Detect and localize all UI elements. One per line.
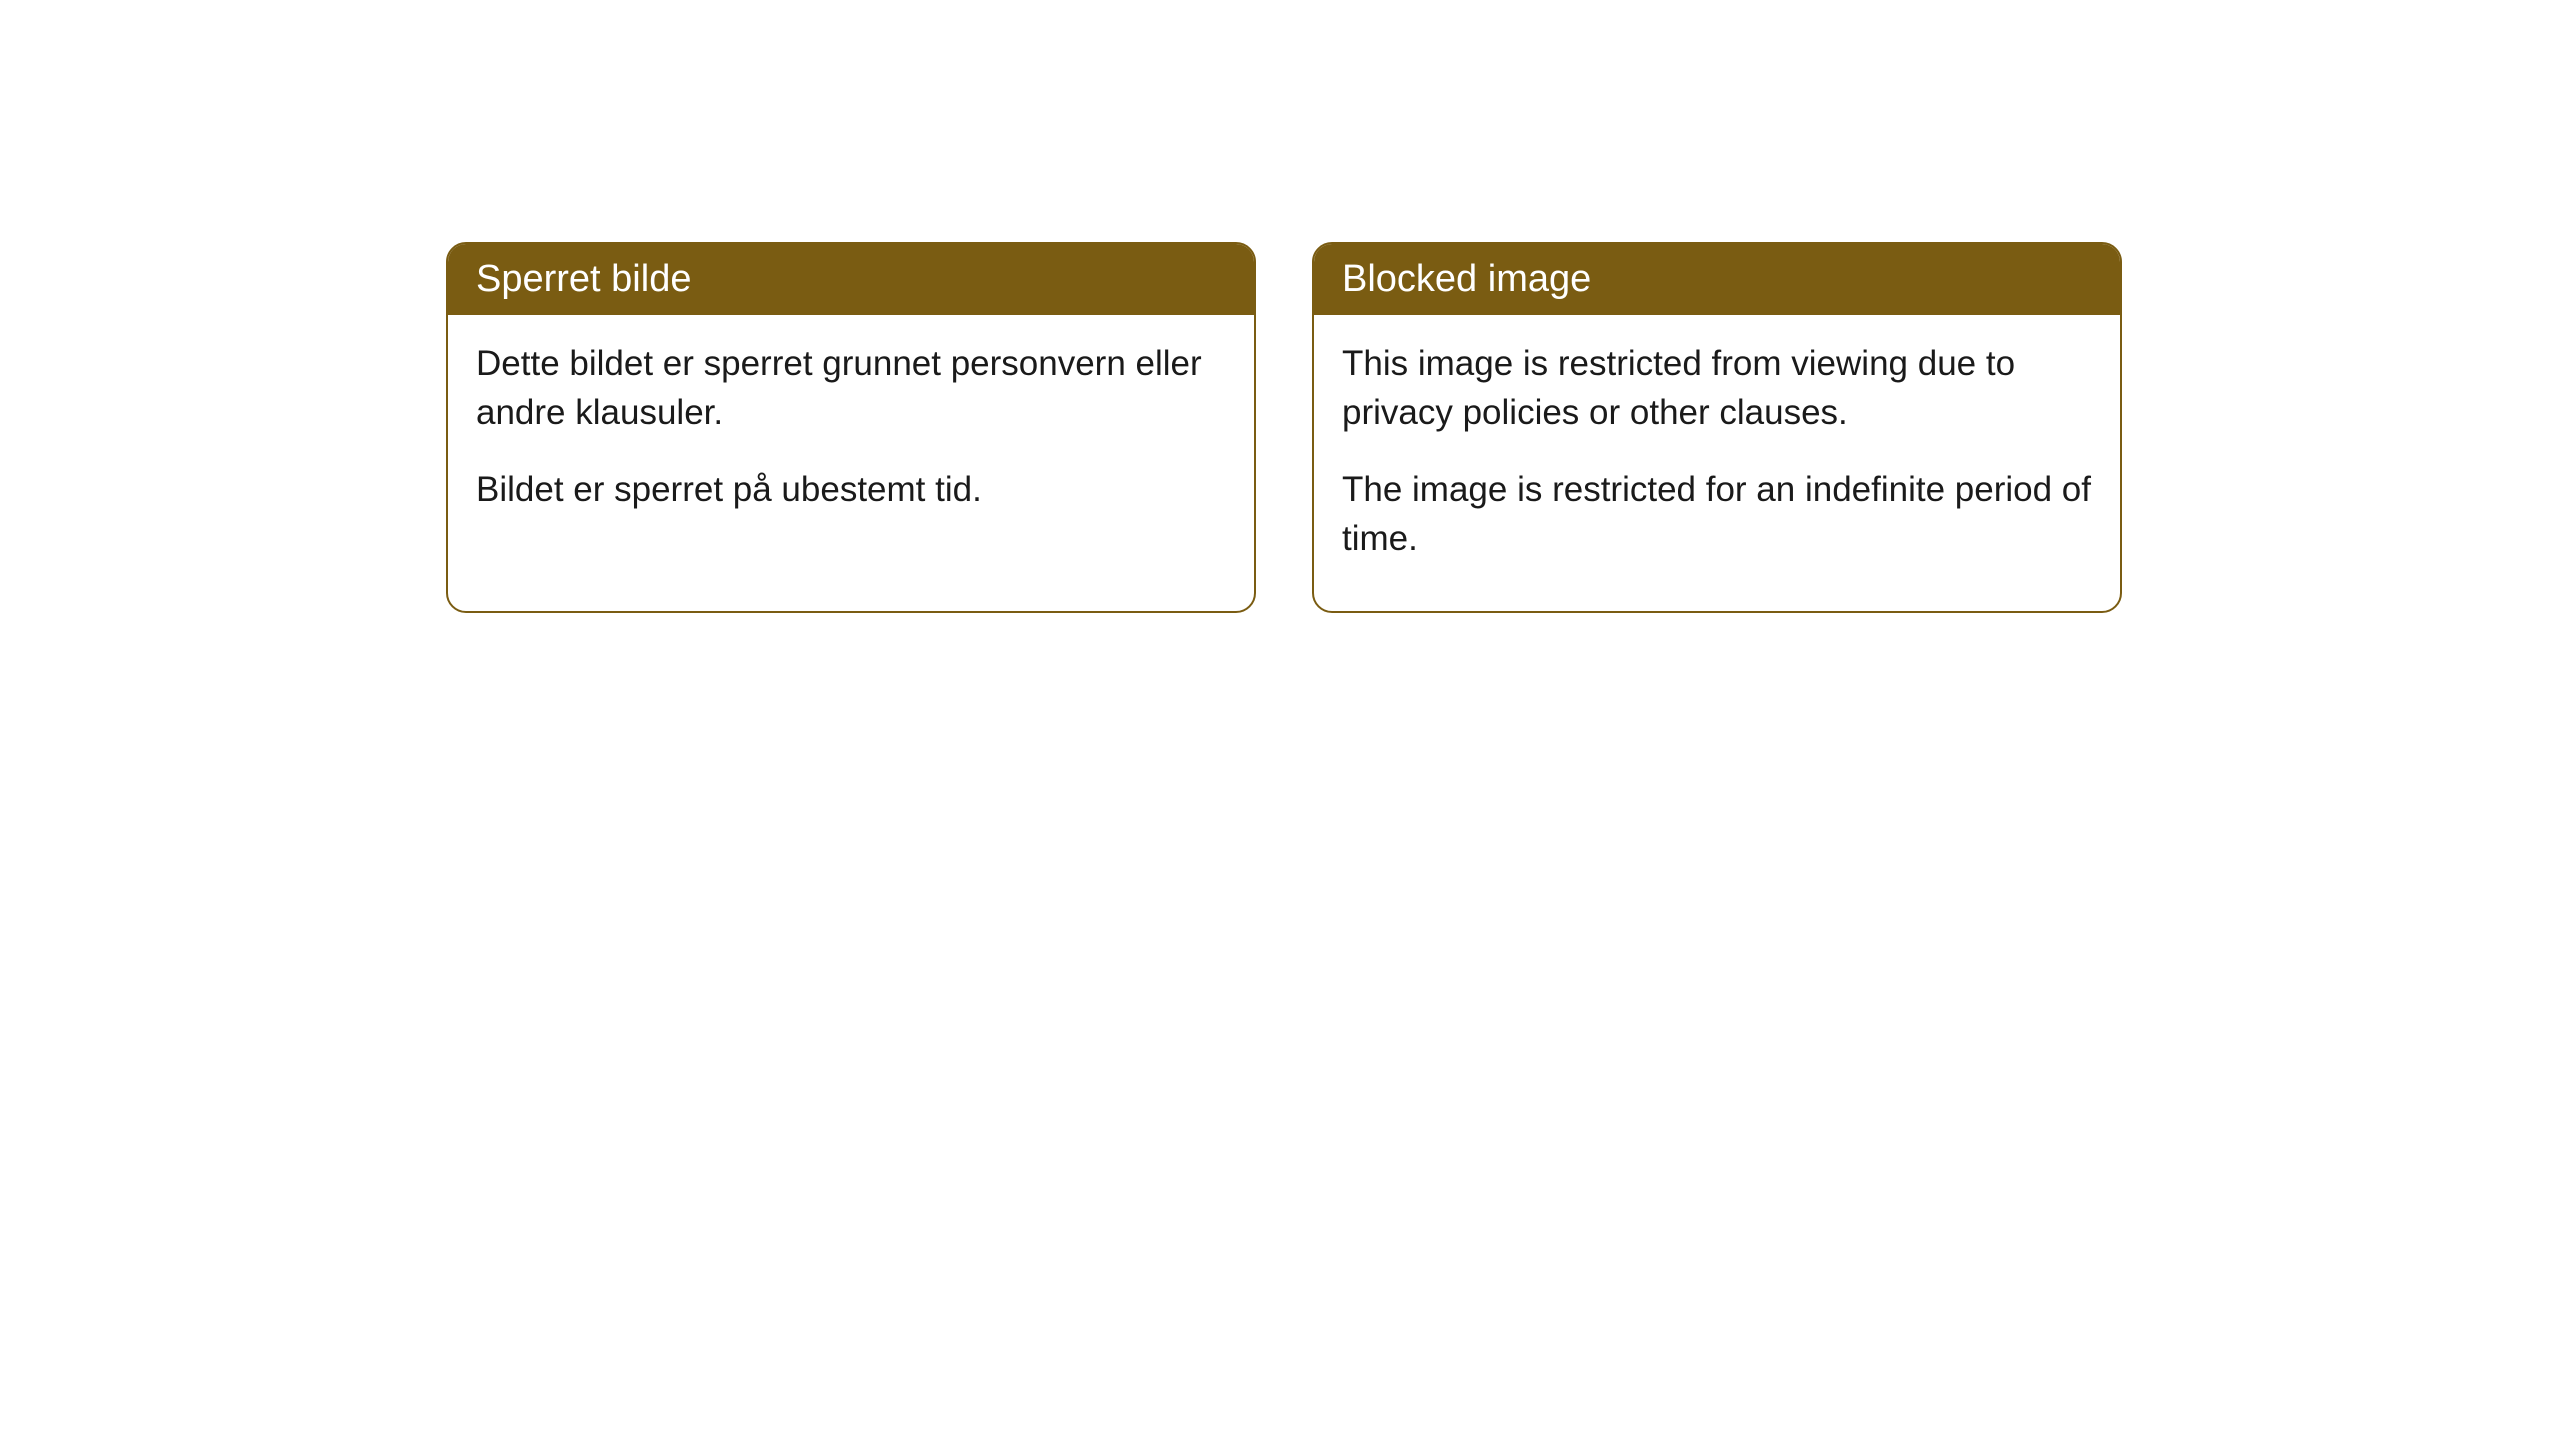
card-paragraph-2-norwegian: Bildet er sperret på ubestemt tid. (476, 465, 1226, 514)
notice-cards-container: Sperret bilde Dette bildet er sperret gr… (0, 0, 2560, 613)
card-header-english: Blocked image (1314, 244, 2120, 315)
card-paragraph-1-norwegian: Dette bildet er sperret grunnet personve… (476, 339, 1226, 437)
blocked-image-card-norwegian: Sperret bilde Dette bildet er sperret gr… (446, 242, 1256, 613)
blocked-image-card-english: Blocked image This image is restricted f… (1312, 242, 2122, 613)
card-body-norwegian: Dette bildet er sperret grunnet personve… (448, 315, 1254, 562)
card-paragraph-2-english: The image is restricted for an indefinit… (1342, 465, 2092, 563)
card-paragraph-1-english: This image is restricted from viewing du… (1342, 339, 2092, 437)
card-body-english: This image is restricted from viewing du… (1314, 315, 2120, 611)
card-header-norwegian: Sperret bilde (448, 244, 1254, 315)
